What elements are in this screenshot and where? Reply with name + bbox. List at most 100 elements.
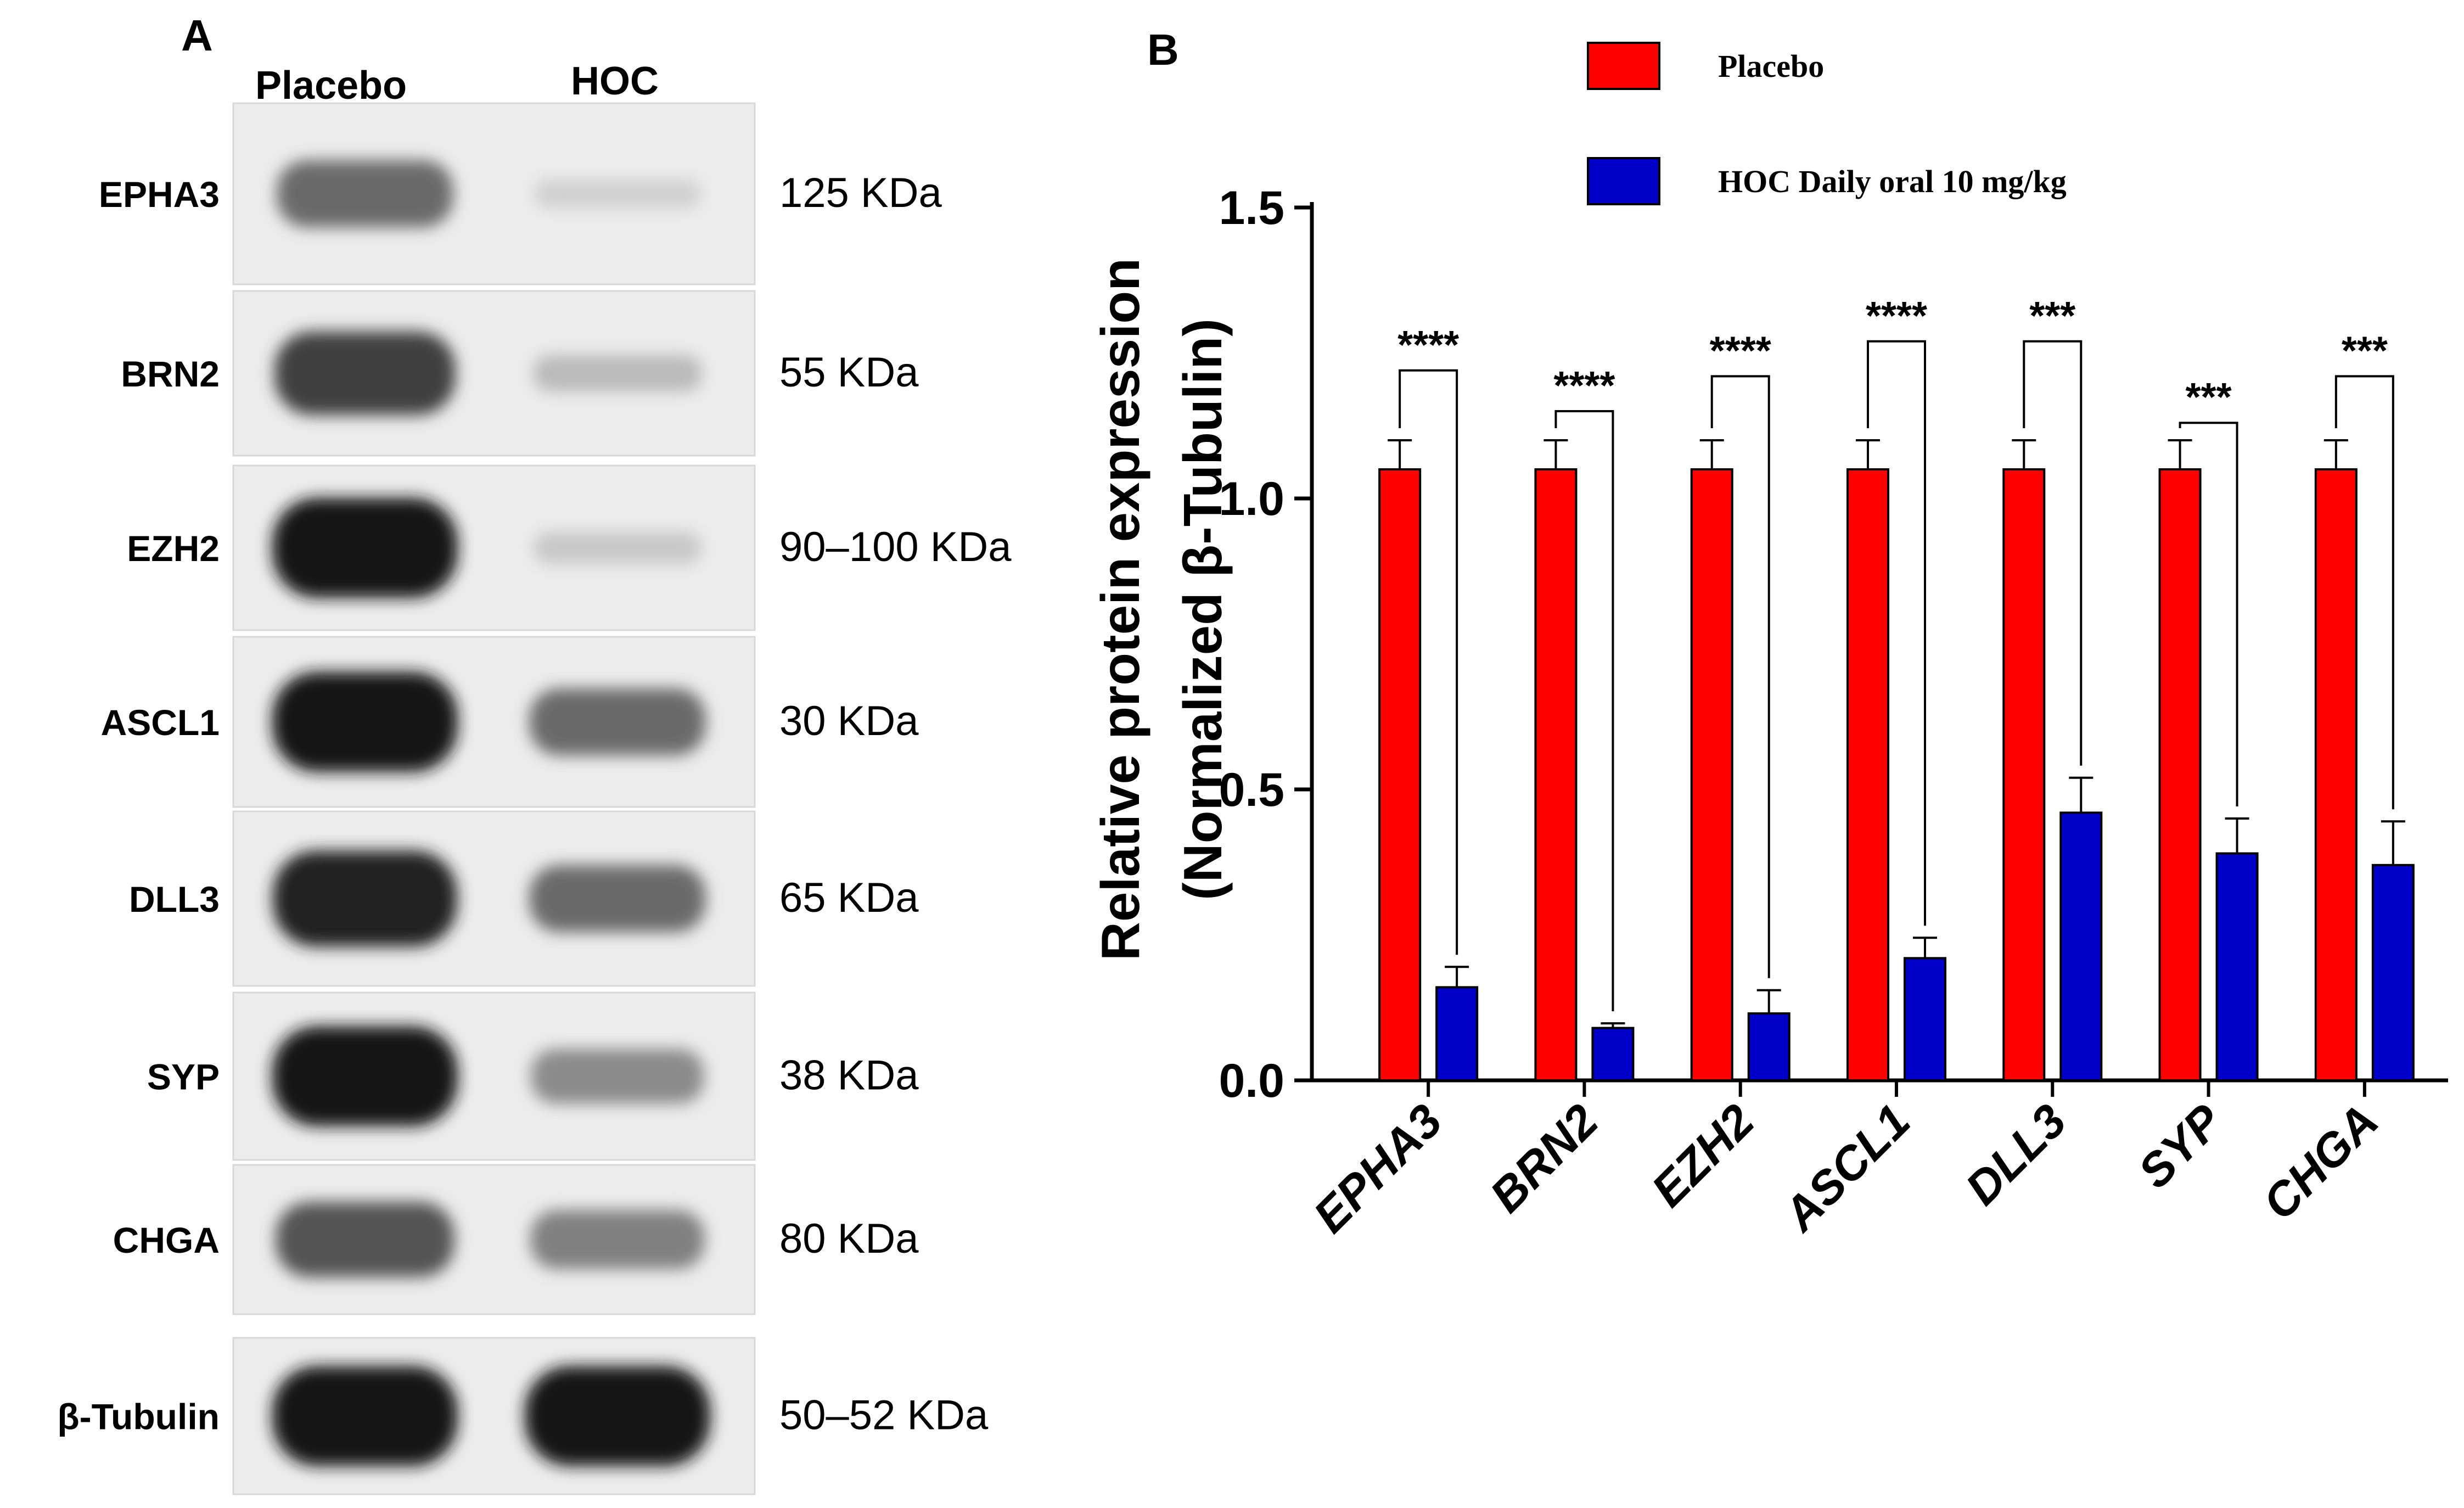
bar-group-syp: *** SYP (2128, 375, 2259, 1198)
blot-row-syp: SYP 38 KDa (147, 991, 919, 1161)
significance-bracket (1399, 369, 1458, 955)
blot-protein-label: β-Tubulin (57, 1397, 220, 1437)
bar-placebo (1690, 468, 1733, 1081)
significance-bracket (2334, 375, 2394, 810)
significance-bracket (2179, 422, 2238, 806)
blot-row-ezh2: EZH2 90–100 KDa (127, 464, 1012, 631)
legend-swatch (1587, 157, 1660, 205)
band-placebo (272, 1366, 458, 1466)
blot-row-brn2: BRN2 55 KDa (121, 290, 919, 457)
band-hoc (525, 1366, 710, 1466)
blot-rows: EPHA3 125 KDa BRN2 55 KDa EZH2 90–100 KDa ASCL… (57, 102, 1012, 1495)
blot-protein-label: EZH2 (127, 528, 220, 569)
band-hoc (534, 532, 701, 564)
panel-a-letter: A (181, 11, 213, 60)
bar-group-ascl1: **** ASCL1 (1773, 294, 1946, 1242)
blot-protein-label: BRN2 (121, 354, 220, 394)
significance-label: *** (2186, 375, 2232, 419)
y-tick-label: 0.5 (1219, 764, 1284, 816)
blot-kda-label: 65 KDa (779, 874, 919, 921)
blot-kda-label: 38 KDa (779, 1052, 919, 1099)
x-category-label: DLL3 (1956, 1095, 2076, 1215)
band-hoc (529, 688, 706, 756)
bar-group-ezh2: **** EZH2 (1642, 329, 1791, 1217)
bar-placebo (2314, 468, 2358, 1081)
bar-chart-plot: 0.00.51.01.5****EPHA3****BRN2****EZH2***… (1219, 182, 2448, 1243)
bar-group-epha3: **** EPHA3 (1304, 323, 1479, 1243)
bar-placebo (1534, 468, 1578, 1081)
blot-kda-label: 90–100 KDa (779, 524, 1012, 570)
blot-kda-label: 30 KDa (779, 698, 919, 744)
bar-hoc (1904, 957, 1946, 1082)
bar-group-dll3: *** DLL3 (1956, 294, 2103, 1215)
western-blot-panel: A Placebo HOC EPHA3 125 KDa BRN2 55 KDa EZH2… (57, 11, 1012, 1495)
y-axis-label-line1: Relative protein expression (1090, 258, 1150, 961)
bar-chart-panel: B Placebo HOC Daily oral 10 mg/kg Relativ… (1090, 25, 2448, 1243)
bar-hoc (1435, 986, 1479, 1082)
y-tick-label: 1.0 (1219, 473, 1284, 525)
band-hoc (534, 180, 701, 208)
x-category-label: CHGA (2253, 1095, 2388, 1230)
band-placebo (272, 497, 458, 598)
panel-b-letter: B (1147, 25, 1179, 74)
blot-column-header-hoc: HOC (571, 59, 659, 103)
band-hoc (533, 355, 702, 392)
significance-label: **** (1866, 294, 1927, 338)
band-placebo (273, 850, 457, 947)
blot-kda-label: 80 KDa (779, 1215, 919, 1262)
x-category-label: BRN2 (1480, 1095, 1608, 1223)
y-axis-label: Relative protein expression (Normalized … (1090, 258, 1233, 961)
bar-placebo (2002, 468, 2046, 1081)
bar-hoc (1591, 1027, 1635, 1081)
legend-label: Placebo (1718, 48, 1824, 84)
bar-hoc (2059, 811, 2103, 1082)
significance-label: **** (1710, 329, 1771, 373)
y-tick-label: 1.5 (1219, 182, 1284, 234)
x-category-label: EZH2 (1642, 1095, 1764, 1217)
legend-swatch (1587, 42, 1660, 90)
significance-bracket (1867, 340, 1926, 926)
x-category-label: EPHA3 (1304, 1095, 1452, 1243)
blot-row-tubulin: β-Tubulin 50–52 KDa (57, 1337, 989, 1495)
significance-bracket (1554, 410, 1614, 1012)
legend-item-hoc: HOC Daily oral 10 mg/kg (1587, 157, 2067, 205)
band-placebo (272, 1026, 458, 1126)
bar-hoc (1747, 1012, 1791, 1081)
blot-protein-label: CHGA (113, 1220, 220, 1260)
band-placebo (276, 1202, 454, 1277)
blot-kda-label: 50–52 KDa (779, 1392, 989, 1439)
blot-kda-label: 55 KDa (779, 349, 919, 396)
significance-bracket (2023, 340, 2083, 766)
bar-placebo (1378, 468, 1422, 1081)
significance-label: **** (1397, 323, 1459, 367)
blot-protein-label: DLL3 (129, 879, 220, 920)
blot-protein-label: EPHA3 (99, 174, 220, 215)
y-axis-label-line2: (Normalized β-Tubulin) (1172, 318, 1233, 900)
blot-row-dll3: DLL3 65 KDa (129, 810, 919, 987)
bar-placebo (2158, 468, 2202, 1081)
blot-row-ascl1: ASCL1 30 KDa (101, 636, 919, 808)
blot-column-header-placebo: Placebo (255, 64, 407, 108)
bar-group-brn2: **** BRN2 (1480, 364, 1635, 1223)
significance-label: *** (2342, 329, 2388, 373)
bar-group-chga: *** CHGA (2253, 329, 2415, 1230)
legend-label: HOC Daily oral 10 mg/kg (1718, 164, 2067, 199)
band-hoc (529, 865, 706, 933)
band-hoc (530, 1210, 705, 1269)
band-placebo (272, 671, 458, 772)
bar-placebo (1846, 468, 1889, 1081)
band-placebo (274, 331, 456, 416)
legend-item-placebo: Placebo (1587, 42, 1824, 90)
blot-protein-label: SYP (147, 1057, 220, 1097)
chart-legend: Placebo HOC Daily oral 10 mg/kg (1587, 42, 2067, 205)
band-hoc (531, 1049, 704, 1104)
blot-protein-label: ASCL1 (101, 702, 220, 743)
bar-hoc (2215, 852, 2259, 1081)
significance-label: *** (2029, 294, 2075, 338)
band-placebo (277, 160, 453, 228)
x-category-label: ASCL1 (1773, 1095, 1921, 1242)
significance-bracket (1710, 375, 1770, 978)
y-tick-label: 0.0 (1219, 1055, 1284, 1107)
significance-label: **** (1553, 364, 1615, 408)
